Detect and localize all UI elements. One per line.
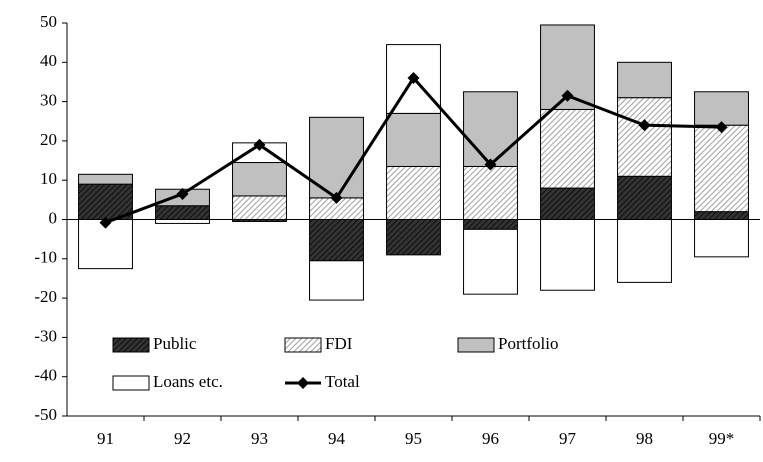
x-tick-label: 92: [174, 429, 191, 448]
marker: [715, 121, 728, 134]
x-tick-label: 96: [482, 429, 499, 448]
bar-segment: [617, 175, 672, 221]
legend-label: Public: [153, 334, 197, 353]
y-tick-label: -30: [34, 326, 57, 345]
legend-swatch: [112, 337, 150, 353]
x-tick-label: 91: [97, 429, 114, 448]
bar-segment: [694, 124, 749, 213]
y-tick-label: 30: [40, 91, 57, 110]
legend-label: FDI: [325, 334, 353, 353]
bar-segment: [78, 183, 133, 221]
bar-segment: [540, 219, 595, 291]
bar-segment: [540, 108, 595, 189]
bar-segment: [617, 219, 672, 283]
bar-segment: [694, 219, 749, 258]
bar-segment: [694, 211, 749, 220]
bar-segment: [309, 219, 364, 262]
legend-label: Portfolio: [498, 334, 558, 353]
marker: [176, 187, 189, 200]
bar-segment: [463, 219, 518, 230]
marker: [638, 119, 651, 132]
marker: [330, 191, 343, 204]
marker: [407, 72, 420, 85]
y-tick-label: -50: [34, 405, 57, 424]
marker: [253, 138, 266, 151]
bar-segment: [309, 260, 364, 301]
bar-segment: [155, 219, 210, 224]
legend-label: Loans etc.: [153, 372, 223, 391]
bar-segment: [232, 162, 287, 197]
bar-segment: [540, 187, 595, 220]
legend-label: Total: [325, 372, 360, 391]
x-tick-label: 94: [328, 429, 346, 448]
legend-marker: [297, 377, 309, 389]
bar-segment: [386, 165, 441, 221]
y-tick-label: 10: [40, 169, 57, 188]
y-tick-label: 40: [40, 51, 57, 70]
bar-segment: [463, 228, 518, 295]
bar-segment: [617, 61, 672, 99]
marker: [484, 158, 497, 171]
bar-segment: [463, 165, 518, 221]
x-tick-label: 93: [251, 429, 268, 448]
y-tick-label: 50: [40, 12, 57, 31]
x-tick-label: 95: [405, 429, 422, 448]
bar-segment: [694, 91, 749, 126]
bar-segment: [386, 112, 441, 167]
bar-segment: [463, 91, 518, 167]
y-tick-label: -20: [34, 287, 57, 306]
y-tick-label: 0: [49, 208, 58, 227]
x-tick-label: 97: [559, 429, 577, 448]
y-tick-label: -10: [34, 248, 57, 267]
marker: [561, 89, 574, 102]
y-tick-label: 20: [40, 130, 57, 149]
legend-swatch: [112, 375, 150, 391]
x-tick-label: 98: [636, 429, 653, 448]
legend-swatch: [284, 337, 322, 353]
bar-segment: [617, 97, 672, 177]
legend-swatch: [457, 337, 495, 353]
x-tick-label: 99*: [709, 429, 735, 448]
y-tick-label: -40: [34, 366, 57, 385]
bar-segment: [386, 219, 441, 256]
bar-segment: [155, 205, 210, 220]
bar-segment: [232, 195, 287, 220]
bar-segment: [78, 173, 133, 185]
